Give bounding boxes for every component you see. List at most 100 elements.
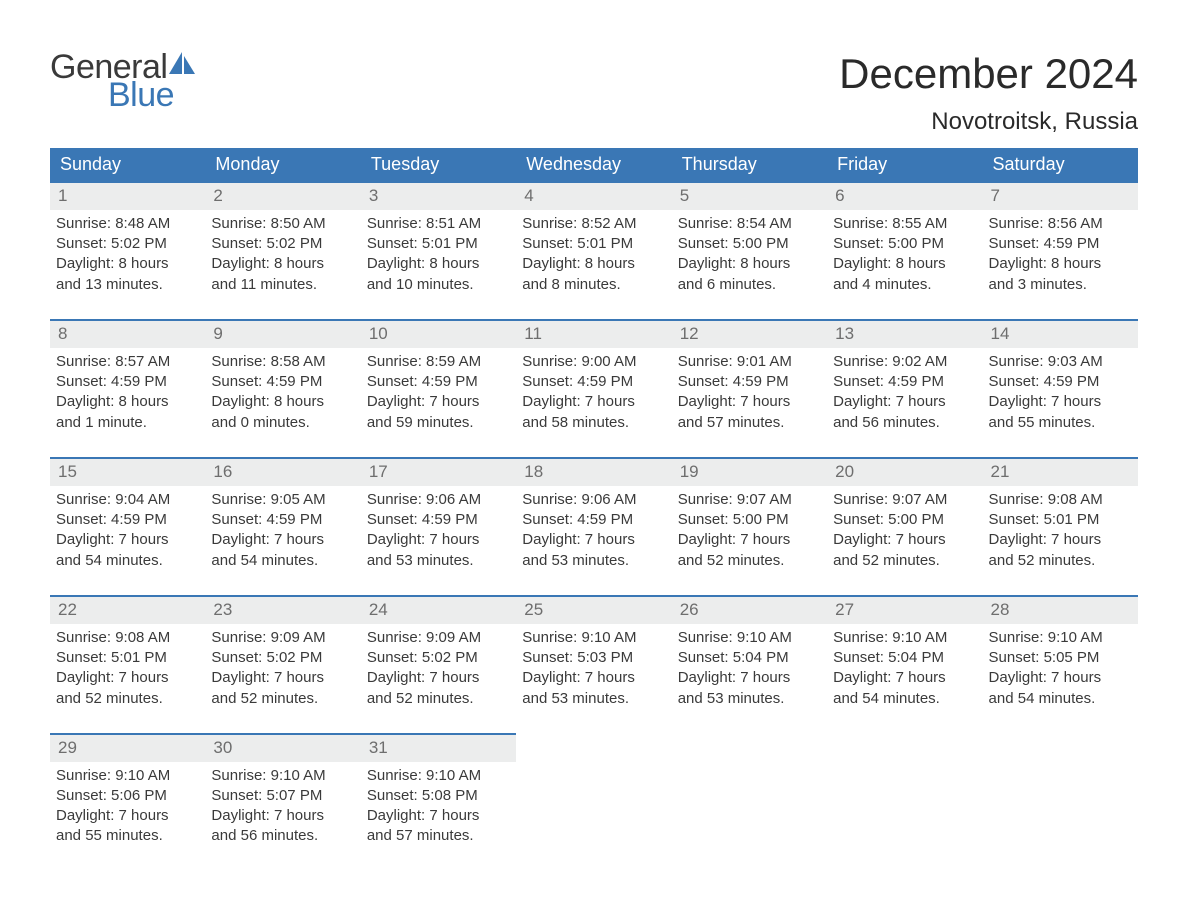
- calendar-day-cell: 13Sunrise: 9:02 AMSunset: 4:59 PMDayligh…: [827, 320, 982, 458]
- daylight-text: Daylight: 7 hours: [522, 530, 663, 550]
- daylight-text: Daylight: 7 hours: [989, 392, 1130, 412]
- day-details: Sunrise: 9:03 AMSunset: 4:59 PMDaylight:…: [989, 352, 1130, 433]
- daylight-text: Daylight: 7 hours: [367, 668, 508, 688]
- sunset-text: Sunset: 5:03 PM: [522, 648, 663, 668]
- day-number: 15: [50, 459, 205, 486]
- sunset-text: Sunset: 4:59 PM: [522, 510, 663, 530]
- calendar-day-cell: 28Sunrise: 9:10 AMSunset: 5:05 PMDayligh…: [983, 596, 1138, 734]
- day-details: Sunrise: 9:10 AMSunset: 5:04 PMDaylight:…: [678, 628, 819, 709]
- day-details: Sunrise: 8:54 AMSunset: 5:00 PMDaylight:…: [678, 214, 819, 295]
- calendar-day-cell: [827, 734, 982, 871]
- daylight-text: Daylight: 7 hours: [367, 392, 508, 412]
- calendar-day-cell: 4Sunrise: 8:52 AMSunset: 5:01 PMDaylight…: [516, 182, 671, 320]
- calendar-day-cell: 30Sunrise: 9:10 AMSunset: 5:07 PMDayligh…: [205, 734, 360, 871]
- sunset-text: Sunset: 4:59 PM: [56, 372, 197, 392]
- day-details: Sunrise: 8:59 AMSunset: 4:59 PMDaylight:…: [367, 352, 508, 433]
- col-tuesday: Tuesday: [361, 148, 516, 182]
- sunrise-text: Sunrise: 9:05 AM: [211, 490, 352, 510]
- sunrise-text: Sunrise: 9:08 AM: [56, 628, 197, 648]
- col-friday: Friday: [827, 148, 982, 182]
- day-number: 16: [205, 459, 360, 486]
- title-block: December 2024 Novotroitsk, Russia: [839, 50, 1138, 136]
- daylight-text: Daylight: 7 hours: [678, 668, 819, 688]
- day-number: 3: [361, 183, 516, 210]
- sunrise-text: Sunrise: 9:10 AM: [678, 628, 819, 648]
- day-details: Sunrise: 9:10 AMSunset: 5:03 PMDaylight:…: [522, 628, 663, 709]
- day-details: Sunrise: 8:56 AMSunset: 4:59 PMDaylight:…: [989, 214, 1130, 295]
- daylight-text: Daylight: 7 hours: [989, 668, 1130, 688]
- sunset-text: Sunset: 5:01 PM: [522, 234, 663, 254]
- daylight-text: Daylight: 8 hours: [522, 254, 663, 274]
- daylight-text: Daylight: 7 hours: [833, 530, 974, 550]
- sunset-text: Sunset: 5:05 PM: [989, 648, 1130, 668]
- day-number: 13: [827, 321, 982, 348]
- daylight-text: and 1 minute.: [56, 413, 197, 433]
- sunset-text: Sunset: 5:00 PM: [833, 510, 974, 530]
- col-wednesday: Wednesday: [516, 148, 671, 182]
- calendar-day-cell: 14Sunrise: 9:03 AMSunset: 4:59 PMDayligh…: [983, 320, 1138, 458]
- calendar-day-cell: 7 Sunrise: 8:56 AMSunset: 4:59 PMDaylight…: [983, 182, 1138, 320]
- sunset-text: Sunset: 5:02 PM: [211, 234, 352, 254]
- calendar-week-row: 15Sunrise: 9:04 AMSunset: 4:59 PMDayligh…: [50, 458, 1138, 596]
- day-number: 5: [672, 183, 827, 210]
- calendar-day-cell: 21Sunrise: 9:08 AMSunset: 5:01 PMDayligh…: [983, 458, 1138, 596]
- day-details: Sunrise: 9:04 AMSunset: 4:59 PMDaylight:…: [56, 490, 197, 571]
- calendar-week-row: 22Sunrise: 9:08 AMSunset: 5:01 PMDayligh…: [50, 596, 1138, 734]
- day-details: Sunrise: 8:48 AMSunset: 5:02 PMDaylight:…: [56, 214, 197, 295]
- day-number: 11: [516, 321, 671, 348]
- daylight-text: Daylight: 7 hours: [56, 806, 197, 826]
- sunset-text: Sunset: 4:59 PM: [211, 510, 352, 530]
- daylight-text: Daylight: 7 hours: [367, 530, 508, 550]
- sunrise-text: Sunrise: 8:50 AM: [211, 214, 352, 234]
- sunrise-text: Sunrise: 9:04 AM: [56, 490, 197, 510]
- day-details: Sunrise: 9:10 AMSunset: 5:04 PMDaylight:…: [833, 628, 974, 709]
- sunrise-text: Sunrise: 9:09 AM: [211, 628, 352, 648]
- sunrise-text: Sunrise: 9:06 AM: [367, 490, 508, 510]
- daylight-text: and 53 minutes.: [522, 689, 663, 709]
- calendar-day-cell: 6Sunrise: 8:55 AMSunset: 5:00 PMDaylight…: [827, 182, 982, 320]
- sunrise-text: Sunrise: 9:10 AM: [56, 766, 197, 786]
- sunrise-text: Sunrise: 8:59 AM: [367, 352, 508, 372]
- calendar-day-cell: [672, 734, 827, 871]
- daylight-text: and 55 minutes.: [56, 826, 197, 846]
- sunrise-text: Sunrise: 9:03 AM: [989, 352, 1130, 372]
- sunrise-text: Sunrise: 9:10 AM: [833, 628, 974, 648]
- sunrise-text: Sunrise: 9:10 AM: [522, 628, 663, 648]
- calendar-week-row: 1Sunrise: 8:48 AMSunset: 5:02 PMDaylight…: [50, 182, 1138, 320]
- day-details: Sunrise: 9:01 AMSunset: 4:59 PMDaylight:…: [678, 352, 819, 433]
- sunrise-text: Sunrise: 8:54 AM: [678, 214, 819, 234]
- day-number: 17: [361, 459, 516, 486]
- sunrise-text: Sunrise: 9:01 AM: [678, 352, 819, 372]
- day-details: Sunrise: 8:51 AMSunset: 5:01 PMDaylight:…: [367, 214, 508, 295]
- calendar-day-cell: 27Sunrise: 9:10 AMSunset: 5:04 PMDayligh…: [827, 596, 982, 734]
- sunrise-text: Sunrise: 9:06 AM: [522, 490, 663, 510]
- calendar-day-cell: 24Sunrise: 9:09 AMSunset: 5:02 PMDayligh…: [361, 596, 516, 734]
- daylight-text: and 55 minutes.: [989, 413, 1130, 433]
- day-details: Sunrise: 9:10 AMSunset: 5:05 PMDaylight:…: [989, 628, 1130, 709]
- daylight-text: Daylight: 8 hours: [211, 254, 352, 274]
- daylight-text: and 53 minutes.: [367, 551, 508, 571]
- daylight-text: Daylight: 7 hours: [522, 392, 663, 412]
- calendar-week-row: 8Sunrise: 8:57 AMSunset: 4:59 PMDaylight…: [50, 320, 1138, 458]
- day-number: 7: [983, 183, 1138, 210]
- sunrise-text: Sunrise: 9:10 AM: [989, 628, 1130, 648]
- day-number: 23: [205, 597, 360, 624]
- day-details: Sunrise: 8:55 AMSunset: 5:00 PMDaylight:…: [833, 214, 974, 295]
- calendar-day-cell: 18Sunrise: 9:06 AMSunset: 4:59 PMDayligh…: [516, 458, 671, 596]
- daylight-text: Daylight: 7 hours: [833, 668, 974, 688]
- day-number: 29: [50, 735, 205, 762]
- sunrise-text: Sunrise: 8:56 AM: [989, 214, 1130, 234]
- day-details: Sunrise: 8:52 AMSunset: 5:01 PMDaylight:…: [522, 214, 663, 295]
- day-details: Sunrise: 9:10 AMSunset: 5:08 PMDaylight:…: [367, 766, 508, 847]
- sunset-text: Sunset: 4:59 PM: [367, 510, 508, 530]
- calendar-day-cell: 9Sunrise: 8:58 AMSunset: 4:59 PMDaylight…: [205, 320, 360, 458]
- sunset-text: Sunset: 5:04 PM: [678, 648, 819, 668]
- sunset-text: Sunset: 5:08 PM: [367, 786, 508, 806]
- day-details: Sunrise: 8:50 AMSunset: 5:02 PMDaylight:…: [211, 214, 352, 295]
- sunset-text: Sunset: 5:01 PM: [56, 648, 197, 668]
- calendar-day-cell: 5 Sunrise: 8:54 AMSunset: 5:00 PMDaylight…: [672, 182, 827, 320]
- sunset-text: Sunset: 5:00 PM: [678, 510, 819, 530]
- daylight-text: Daylight: 8 hours: [211, 392, 352, 412]
- daylight-text: and 52 minutes.: [833, 551, 974, 571]
- day-details: Sunrise: 9:10 AMSunset: 5:07 PMDaylight:…: [211, 766, 352, 847]
